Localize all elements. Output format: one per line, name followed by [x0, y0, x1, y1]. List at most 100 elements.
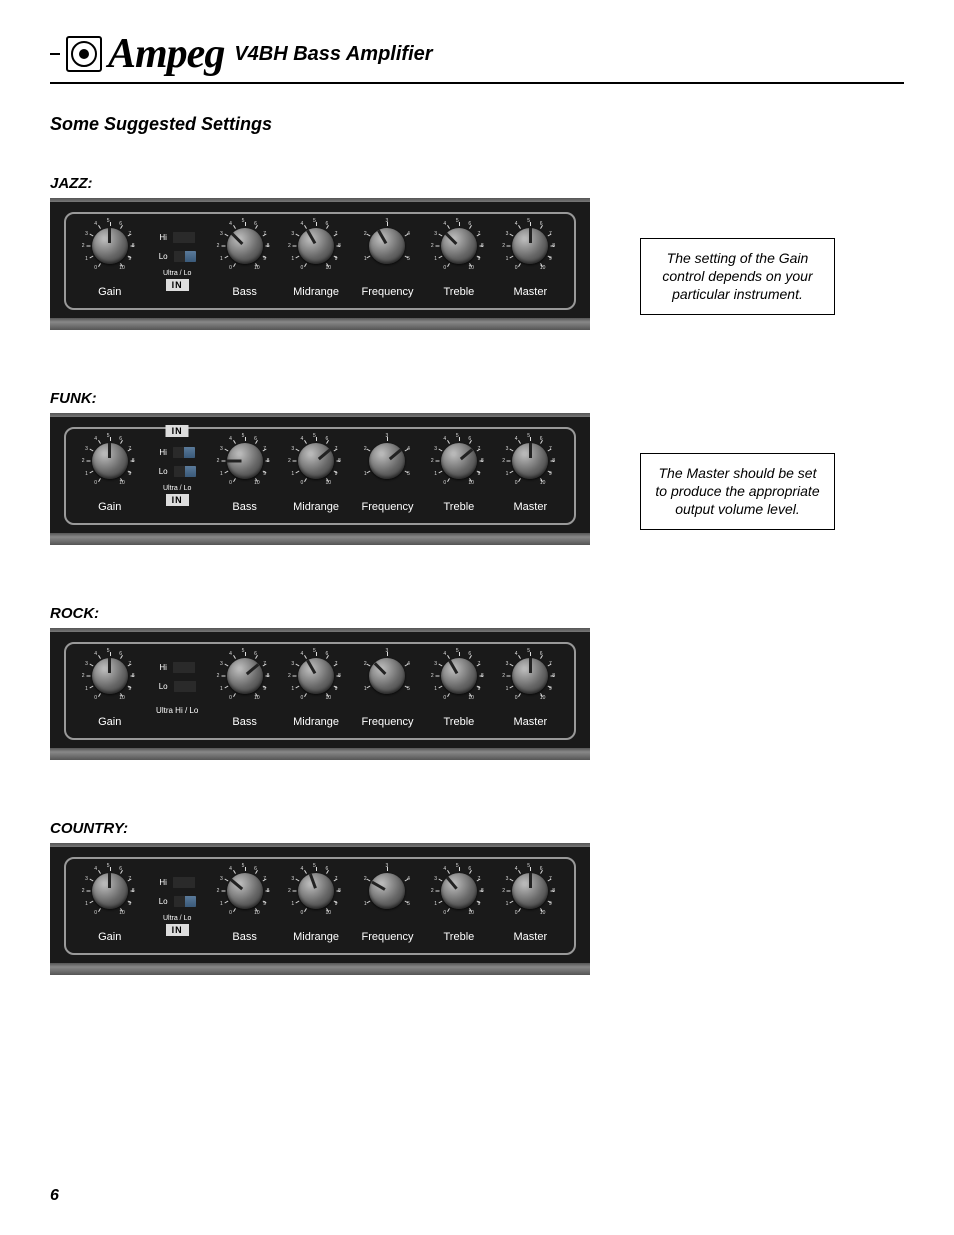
treble-knob[interactable]: 012345678910	[437, 224, 481, 268]
frequency-knob[interactable]: 12345	[365, 869, 409, 913]
switch-column: Hi Lo Ultra / Lo IN	[145, 869, 208, 936]
section-title: Some Suggested Settings	[50, 114, 904, 135]
midrange-label: Midrange	[293, 716, 339, 728]
bass-knob-group: 012345678910 Bass	[209, 869, 280, 943]
bass-knob[interactable]: 012345678910	[223, 654, 267, 698]
gain-knob[interactable]: 012345678910	[88, 224, 132, 268]
master-label: Master	[513, 931, 547, 943]
rocker-switch[interactable]	[174, 251, 196, 262]
ultra-label: Ultra / Lo	[163, 270, 191, 277]
master-knob-group: 012345678910 Master	[495, 869, 566, 943]
note-master: The Master should be set to produce the …	[640, 453, 835, 530]
bass-knob-group: 012345678910 Bass	[209, 439, 280, 513]
master-knob[interactable]: 012345678910	[508, 224, 552, 268]
treble-knob-group: 012345678910 Treble	[423, 439, 494, 513]
rocker-switch[interactable]	[173, 447, 195, 458]
product-title: V4BH Bass Amplifier	[234, 43, 432, 66]
gain-label: Gain	[98, 286, 121, 298]
midrange-knob[interactable]: 012345678910	[294, 224, 338, 268]
amp-panel: 012345678910 Gain Hi Lo Ultra / Lo IN 01…	[50, 198, 590, 330]
master-knob-group: 012345678910 Master	[495, 654, 566, 728]
in-badge-top: IN	[166, 425, 189, 437]
rocker-switch[interactable]	[174, 681, 196, 692]
gain-knob-group: 012345678910 Gain	[74, 869, 145, 943]
lo-label: Lo	[159, 252, 168, 261]
lo-label: Lo	[159, 682, 168, 691]
treble-label: Treble	[443, 716, 474, 728]
hi-label: Hi	[159, 663, 167, 672]
hi-label: Hi	[159, 448, 167, 457]
frequency-knob[interactable]: 12345	[365, 224, 409, 268]
rocker-switch[interactable]	[174, 896, 196, 907]
bass-knob[interactable]: 012345678910	[223, 439, 267, 483]
frequency-knob[interactable]: 12345	[365, 439, 409, 483]
preset-jazz: JAZZ: 012345678910 Gain Hi Lo Ultra / Lo	[50, 175, 904, 330]
ultra-label: Ultra Hi / Lo	[156, 706, 198, 715]
master-label: Master	[513, 286, 547, 298]
bass-knob[interactable]: 012345678910	[223, 224, 267, 268]
frequency-knob[interactable]: 12345	[365, 654, 409, 698]
page-header: Ampeg V4BH Bass Amplifier	[50, 30, 904, 84]
preset-heading: FUNK:	[50, 390, 904, 407]
amp-panel: 012345678910 Gain Hi Lo Ultra / Lo IN 01…	[50, 843, 590, 975]
lo-label: Lo	[159, 897, 168, 906]
frequency-label: Frequency	[361, 716, 413, 728]
rocker-switch[interactable]	[174, 466, 196, 477]
hi-label: Hi	[159, 878, 167, 887]
rocker-switch[interactable]	[173, 877, 195, 888]
master-knob-group: 012345678910 Master	[495, 439, 566, 513]
frequency-label: Frequency	[361, 286, 413, 298]
bass-knob-group: 012345678910 Bass	[209, 654, 280, 728]
treble-knob[interactable]: 012345678910	[437, 439, 481, 483]
gain-label: Gain	[98, 716, 121, 728]
preset-country: COUNTRY: 012345678910 Gain Hi Lo Ultra /…	[50, 820, 904, 975]
master-label: Master	[513, 716, 547, 728]
gain-knob[interactable]: 012345678910	[88, 869, 132, 913]
gain-knob[interactable]: 012345678910	[88, 439, 132, 483]
bass-knob[interactable]: 012345678910	[223, 869, 267, 913]
master-label: Master	[513, 501, 547, 513]
master-knob[interactable]: 012345678910	[508, 654, 552, 698]
header-rule-left	[50, 53, 60, 55]
preset-heading: ROCK:	[50, 605, 904, 622]
lo-label: Lo	[159, 467, 168, 476]
bass-knob-group: 012345678910 Bass	[209, 224, 280, 298]
treble-knob[interactable]: 012345678910	[437, 654, 481, 698]
frequency-label: Frequency	[361, 931, 413, 943]
note-gain: The setting of the Gain control depends …	[640, 238, 835, 315]
frequency-knob-group: 12345 Frequency	[352, 224, 423, 298]
gain-label: Gain	[98, 501, 121, 513]
treble-label: Treble	[443, 286, 474, 298]
in-badge: IN	[166, 924, 189, 936]
midrange-knob-group: 012345678910 Midrange	[280, 439, 351, 513]
treble-knob-group: 012345678910 Treble	[423, 224, 494, 298]
midrange-knob[interactable]: 012345678910	[294, 654, 338, 698]
frequency-knob-group: 12345 Frequency	[352, 439, 423, 513]
treble-label: Treble	[443, 931, 474, 943]
frequency-knob-group: 12345 Frequency	[352, 869, 423, 943]
rocker-switch[interactable]	[173, 232, 195, 243]
amp-panel: 012345678910 Gain Hi Lo Ultra Hi / Lo 01…	[50, 628, 590, 760]
midrange-label: Midrange	[293, 501, 339, 513]
gain-knob[interactable]: 012345678910	[88, 654, 132, 698]
gain-knob-group: 012345678910 Gain	[74, 224, 145, 298]
treble-knob[interactable]: 012345678910	[437, 869, 481, 913]
hi-label: Hi	[159, 233, 167, 242]
treble-knob-group: 012345678910 Treble	[423, 654, 494, 728]
master-knob[interactable]: 012345678910	[508, 869, 552, 913]
midrange-knob[interactable]: 012345678910	[294, 439, 338, 483]
preset-funk: FUNK: 012345678910 Gain IN Hi Lo Ultra /…	[50, 390, 904, 545]
ultra-label: Ultra / Lo	[163, 485, 191, 492]
rocker-switch[interactable]	[173, 662, 195, 673]
switch-column: Hi Lo Ultra / Lo IN	[145, 224, 208, 291]
preset-heading: COUNTRY:	[50, 820, 904, 837]
page-number: 6	[50, 1187, 59, 1205]
in-badge: IN	[166, 494, 189, 506]
midrange-knob[interactable]: 012345678910	[294, 869, 338, 913]
midrange-label: Midrange	[293, 931, 339, 943]
treble-label: Treble	[443, 501, 474, 513]
master-knob[interactable]: 012345678910	[508, 439, 552, 483]
bass-label: Bass	[232, 286, 256, 298]
bass-label: Bass	[232, 501, 256, 513]
gain-knob-group: 012345678910 Gain	[74, 439, 145, 513]
